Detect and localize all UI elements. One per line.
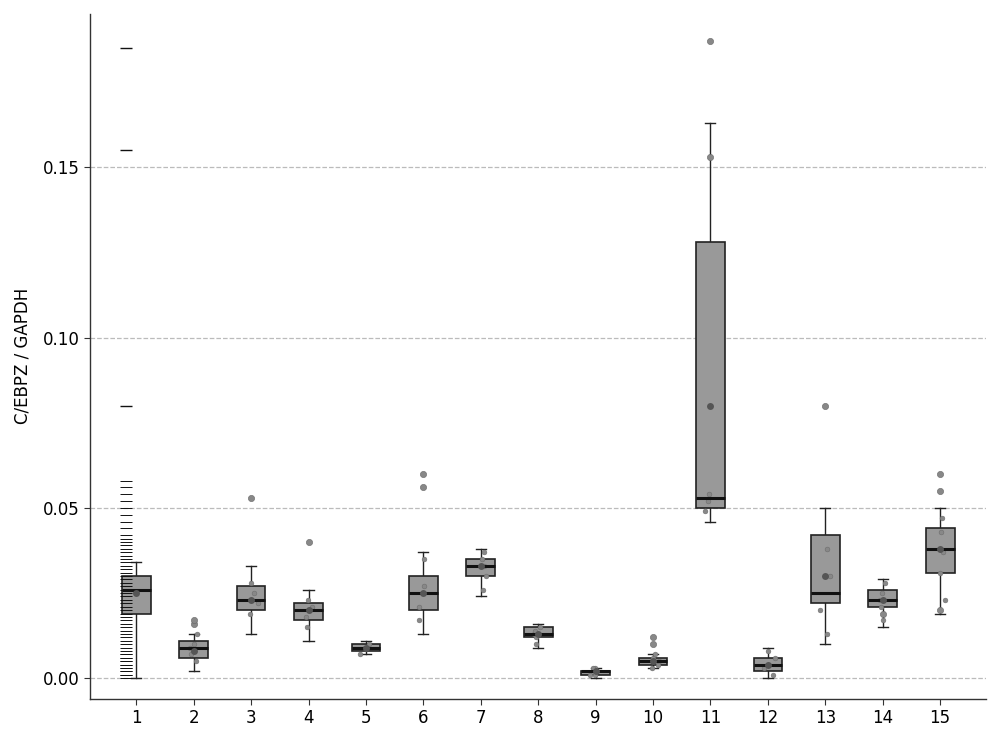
Bar: [466, 559, 495, 576]
Bar: [639, 658, 667, 665]
Bar: [754, 658, 782, 671]
Bar: [524, 627, 553, 637]
Bar: [409, 576, 438, 610]
Bar: [179, 641, 208, 658]
Bar: [294, 603, 323, 620]
Bar: [811, 535, 840, 603]
Bar: [122, 576, 151, 614]
Bar: [581, 671, 610, 675]
Bar: [352, 644, 380, 651]
Bar: [237, 586, 265, 610]
Bar: [696, 242, 725, 508]
Y-axis label: C/EBPZ / GAPDH: C/EBPZ / GAPDH: [14, 288, 32, 425]
Bar: [868, 590, 897, 607]
Bar: [926, 528, 955, 573]
